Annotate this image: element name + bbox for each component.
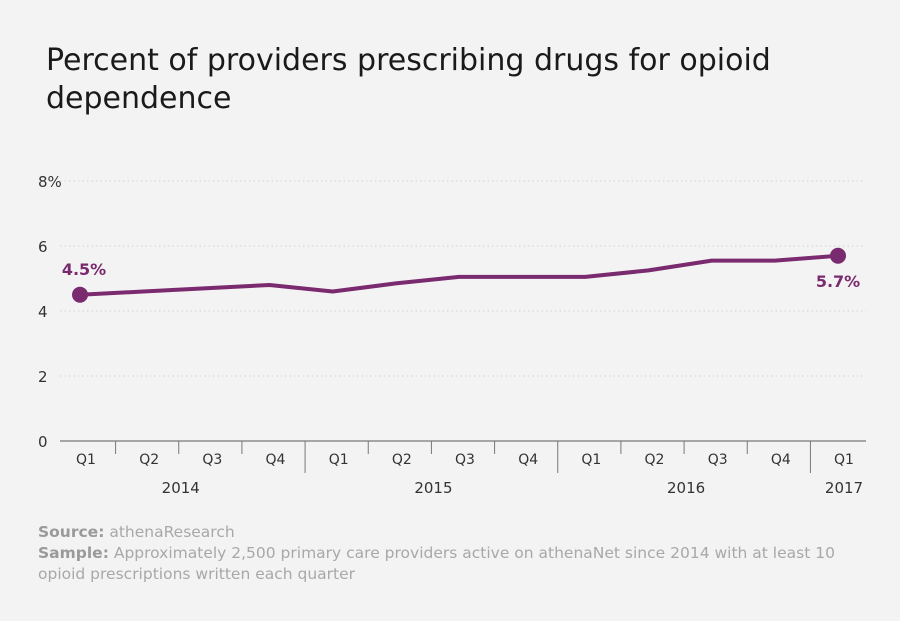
- data-label: 4.5%: [62, 260, 106, 279]
- year-label: 2014: [162, 479, 200, 497]
- x-tick-label: Q1: [76, 452, 96, 468]
- data-point-marker: [830, 247, 846, 264]
- year-label: 2015: [414, 479, 452, 497]
- chart-title: Percent of providers prescribing drugs f…: [46, 43, 771, 116]
- data-label: 5.7%: [816, 272, 860, 291]
- y-tick-label: 2: [38, 368, 48, 386]
- x-tick-label: Q4: [771, 452, 791, 468]
- x-tick-label: Q2: [645, 452, 665, 468]
- data-point-marker: [72, 286, 88, 303]
- x-tick-label: Q4: [266, 452, 286, 468]
- x-tick-label: Q4: [518, 452, 538, 468]
- x-tick-label: Q1: [834, 452, 854, 468]
- x-tick-label: Q1: [329, 452, 349, 468]
- x-tick-label: Q3: [708, 452, 728, 468]
- x-tick-label: Q1: [581, 452, 601, 468]
- series-line: [78, 253, 840, 297]
- chart-footer: Source: athenaResearch Sample: Approxima…: [38, 522, 868, 585]
- x-tick-label: Q2: [392, 452, 412, 468]
- sample-line: Sample: Approximately 2,500 primary care…: [38, 543, 868, 585]
- y-tick-label: 8%: [38, 173, 62, 191]
- x-tick-label: Q3: [202, 452, 222, 468]
- y-tick-label: 0: [38, 433, 48, 451]
- y-tick-label: 4: [38, 303, 48, 321]
- x-tick-label: Q3: [455, 452, 475, 468]
- sample-text: Approximately 2,500 primary care provide…: [38, 544, 835, 583]
- year-label: 2016: [667, 479, 705, 497]
- source-text: athenaResearch: [109, 523, 235, 541]
- y-tick-label: 6: [38, 238, 48, 256]
- source-label: Source:: [38, 523, 105, 541]
- source-line: Source: athenaResearch: [38, 522, 868, 543]
- year-label: 2017: [825, 479, 863, 497]
- x-tick-label: Q2: [139, 452, 159, 468]
- sample-label: Sample:: [38, 544, 109, 562]
